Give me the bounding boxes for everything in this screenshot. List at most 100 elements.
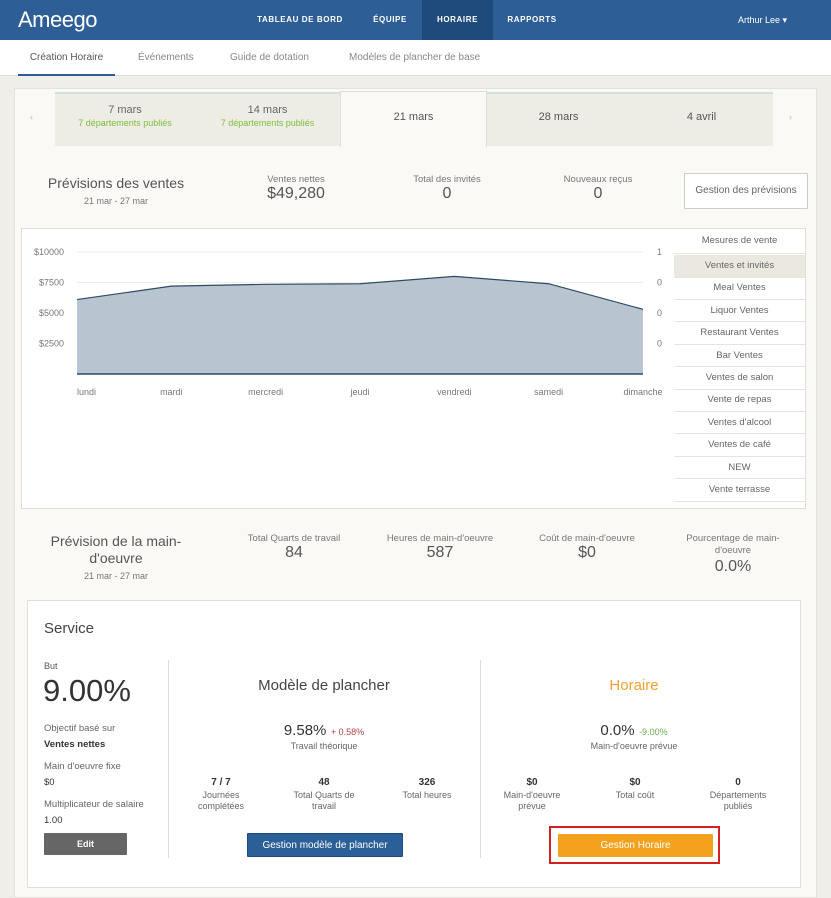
stat-label: Heures de main-d'oeuvre	[386, 533, 494, 544]
y2-tick-label: 0	[657, 339, 662, 349]
field-label: Main d'oeuvre fixe	[44, 761, 121, 772]
schedule-button[interactable]: Gestion Horaire	[558, 834, 713, 857]
measures-header: Mesures de vente	[674, 229, 805, 254]
sub-nav-item-active[interactable]: Création Horaire	[18, 52, 115, 76]
stat-value: 7 / 7	[211, 777, 231, 788]
service-title: Service	[44, 620, 95, 637]
stat-label: Total des invités	[413, 174, 481, 185]
measure-item[interactable]: Ventes d'alcool	[674, 412, 805, 435]
stat-value: $0	[629, 777, 641, 788]
stat-value: 84	[285, 544, 303, 561]
y2-tick-label: 0	[657, 278, 662, 288]
y-tick-label: $2500	[39, 339, 64, 349]
area	[77, 276, 643, 374]
schedule-title: Horaire	[609, 677, 659, 694]
stat-value: 0	[593, 185, 603, 202]
user-menu[interactable]: Arthur Lee ▾	[738, 15, 788, 25]
week-tab[interactable]: 4 avril	[630, 92, 773, 146]
week-tab-active[interactable]: 21 mars	[340, 91, 487, 147]
measure-item[interactable]: Vente de repas	[674, 389, 805, 412]
goal-value: 9.00%	[43, 673, 131, 708]
week-status: 7 départements publiés	[220, 118, 315, 128]
measure-item[interactable]: Ventes et invités	[674, 255, 805, 278]
divider	[168, 660, 169, 858]
floor-title: Modèle de plancher	[258, 677, 390, 694]
edit-button[interactable]: Edit	[44, 833, 127, 855]
field-value: Ventes nettes	[44, 739, 106, 750]
schedule-pct-row: 0.0% -9.00%	[534, 722, 734, 740]
x-tick-label: mercredi	[248, 387, 283, 397]
y2-tick-label: 1	[657, 247, 662, 257]
stat-label: Départements publiés	[709, 790, 767, 811]
sub-nav-item[interactable]: Modèles de plancher de base	[349, 52, 481, 63]
y2-tick-label: 0	[657, 308, 662, 318]
stat-label: Pourcentage de main-d'oeuvre	[686, 533, 780, 556]
top-nav	[0, 0, 831, 40]
week-tab[interactable]: 14 mars 7 départements publiés	[195, 92, 340, 146]
y-tick-label: $10000	[34, 247, 64, 257]
divider	[480, 660, 481, 858]
stat-label: Total heures	[402, 790, 452, 800]
measure-item[interactable]: Vente terrasse	[674, 479, 805, 502]
measure-item[interactable]: Restaurant Ventes	[674, 322, 805, 345]
x-tick-label: jeudi	[349, 387, 369, 397]
x-tick-label: lundi	[77, 387, 96, 397]
week-date: 14 mars	[247, 104, 288, 116]
schedule-pct: 0.0%	[600, 722, 635, 739]
week-date: 4 avril	[686, 111, 717, 123]
x-tick-label: vendredi	[437, 387, 472, 397]
stat-label: Journées complétées	[197, 790, 245, 811]
nav-item[interactable]: TABLEAU DE BORD	[257, 15, 343, 24]
floor-delta: + 0.58%	[330, 727, 365, 737]
stat-label: Coût de main-d'oeuvre	[539, 533, 635, 544]
week-status: 7 départements publiés	[78, 118, 172, 128]
field-value: $0	[44, 777, 55, 788]
y-tick-label: $7500	[39, 278, 64, 288]
sub-nav	[0, 40, 831, 76]
sub-nav-item[interactable]: Guide de dotation	[230, 52, 309, 63]
stat-value: 0	[442, 185, 452, 202]
schedule-caption: Main-d'oeuvre prévue	[590, 741, 678, 751]
logo[interactable]: Ameego	[18, 7, 97, 32]
x-tick-label: mardi	[160, 387, 183, 397]
stat-value: 0	[735, 777, 741, 788]
next-arrow[interactable]: ›	[789, 112, 792, 122]
week-date: 21 mars	[393, 111, 434, 123]
stat-value: $0	[526, 777, 538, 788]
field-value: 1.00	[44, 815, 63, 826]
stat-label: Nouveaux reçus	[563, 174, 633, 185]
floor-pct: 9.58%	[283, 722, 327, 739]
floor-caption: Travail théorique	[290, 741, 358, 751]
stat-value: $49,280	[267, 185, 325, 202]
measure-item[interactable]: Ventes de café	[674, 434, 805, 457]
measure-item[interactable]: Bar Ventes	[674, 345, 805, 368]
stat-value: 587	[426, 544, 454, 561]
measure-item[interactable]: Ventes de salon	[674, 367, 805, 390]
sales-range: 21 mar - 27 mar	[83, 196, 149, 206]
prev-arrow[interactable]: ‹	[30, 112, 33, 122]
week-date: 28 mars	[538, 111, 579, 123]
stat-value: 0.0%	[714, 558, 752, 575]
schedule-delta: -9.00%	[639, 727, 668, 737]
goal-label: But	[44, 661, 58, 671]
measure-item[interactable]: Meal Ventes	[674, 277, 805, 300]
labor-range: 21 mar - 27 mar	[83, 571, 149, 581]
stat-value: 326	[418, 777, 436, 788]
measure-item[interactable]: Liquor Ventes	[674, 300, 805, 323]
nav-item-active[interactable]: HORAIRE	[422, 0, 493, 40]
week-tab[interactable]: 7 mars 7 départements publiés	[55, 92, 195, 146]
nav-item[interactable]: RAPPORTS	[507, 15, 557, 24]
field-label: Objectif basé sur	[44, 723, 116, 734]
week-tab[interactable]: 28 mars	[487, 92, 630, 146]
nav-item[interactable]: ÉQUIPE	[373, 15, 407, 24]
y-tick-label: $5000	[39, 308, 64, 318]
sub-nav-item[interactable]: Événements	[138, 52, 194, 63]
user-name[interactable]: Arthur Lee	[738, 15, 781, 25]
measure-item[interactable]: NEW	[674, 457, 805, 480]
floor-button[interactable]: Gestion modèle de plancher	[247, 833, 403, 857]
forecast-button[interactable]: Gestion des prévisions	[684, 173, 808, 209]
stat-label: Total Quarts de travail	[247, 533, 341, 544]
field-label: Multiplicateur de salaire	[44, 799, 144, 810]
